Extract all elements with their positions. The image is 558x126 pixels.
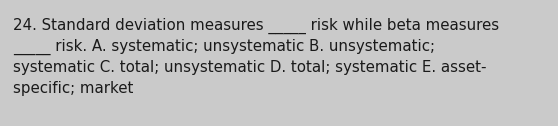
Text: 24. Standard deviation measures _____ risk while beta measures
_____ risk. A. sy: 24. Standard deviation measures _____ ri… — [13, 18, 499, 96]
